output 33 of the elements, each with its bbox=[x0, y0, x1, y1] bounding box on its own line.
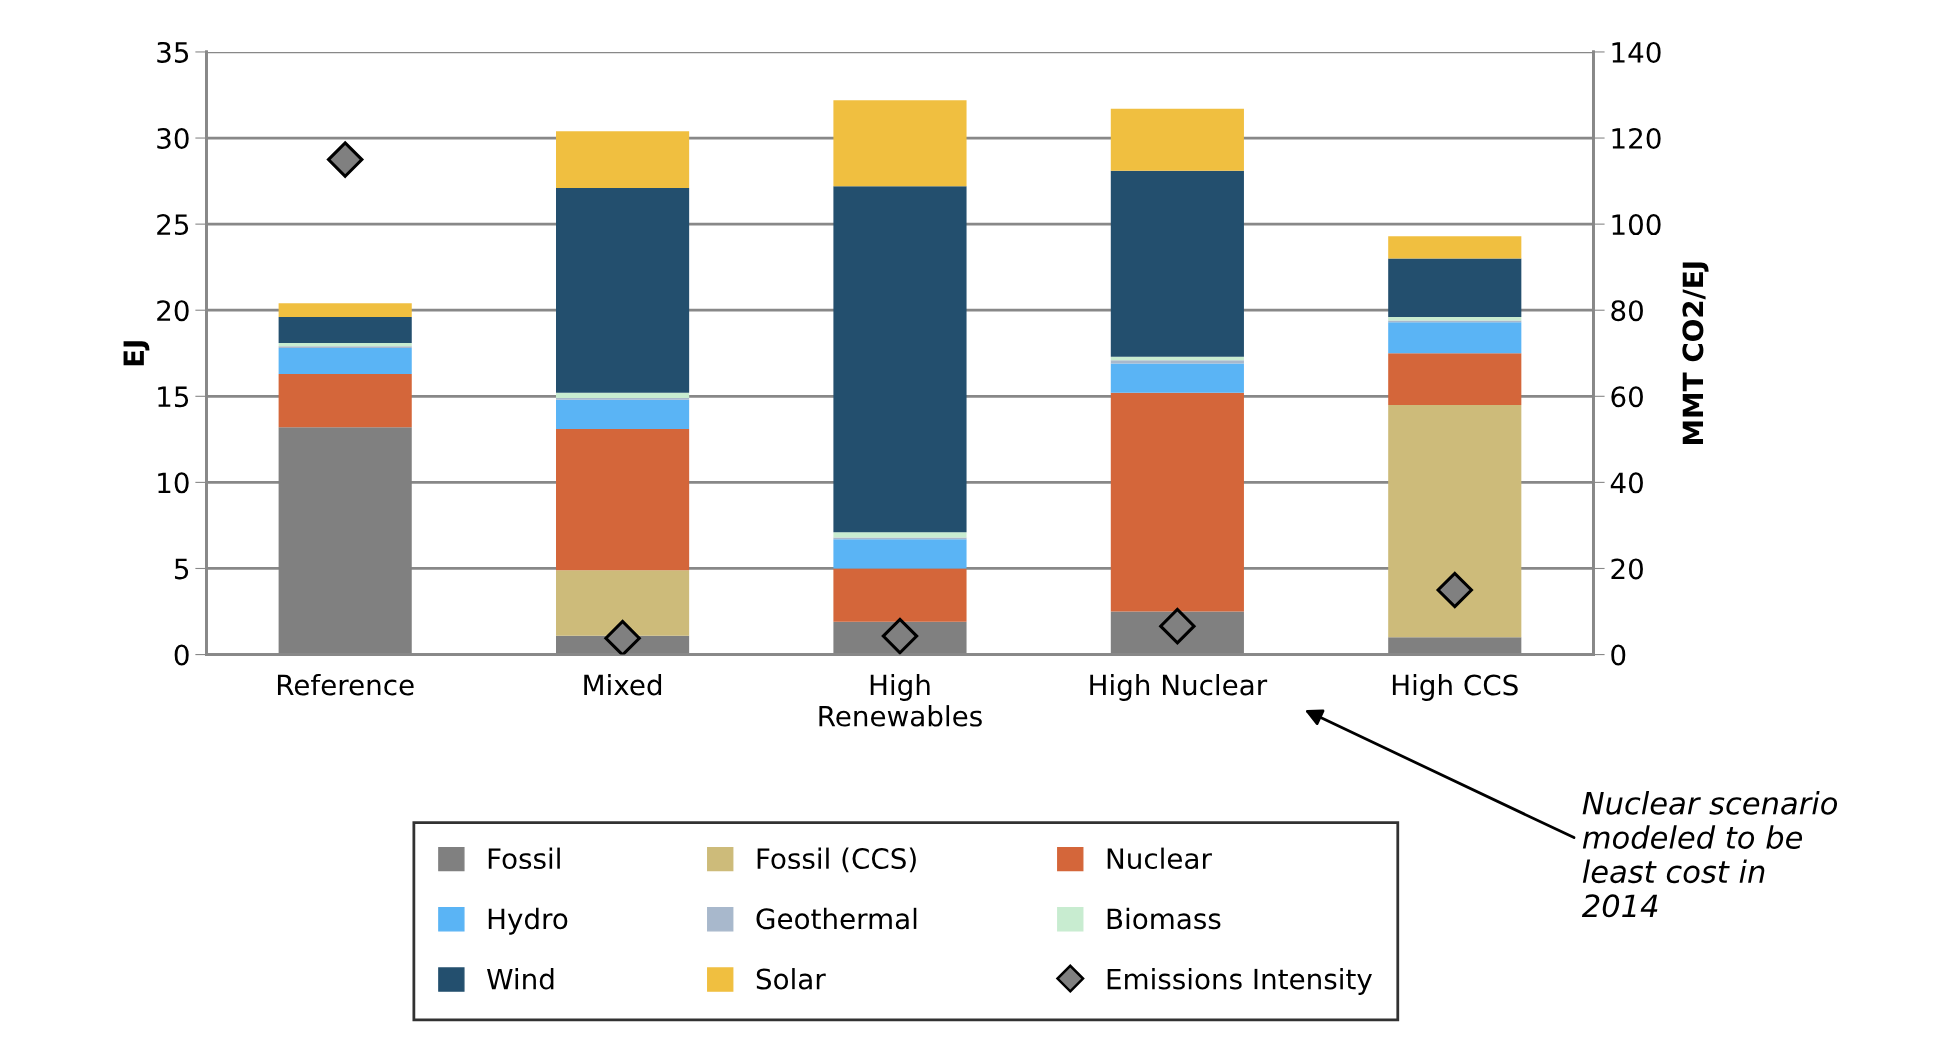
legend-label: Solar bbox=[756, 968, 826, 990]
legend-label: Geothermal bbox=[756, 907, 917, 930]
y2-tick-label: 100 bbox=[1612, 214, 1661, 236]
y2-tick-label: 20 bbox=[1611, 558, 1643, 580]
y-tick-label: 0 bbox=[174, 644, 189, 666]
legend-label: Hydro bbox=[488, 907, 568, 935]
y2-tick-label: 40 bbox=[1610, 472, 1643, 494]
y2-axis-title: MMT CO2/EJ bbox=[1682, 262, 1709, 445]
y2-tick-label: 140 bbox=[1612, 41, 1661, 63]
y2-tick-label: 0 bbox=[1611, 644, 1626, 666]
y2-tick-label: 80 bbox=[1611, 300, 1643, 322]
x-tick-label: High CCS bbox=[1392, 674, 1518, 701]
y2-tick-label: 120 bbox=[1612, 127, 1661, 149]
x-tick-label: Mixed bbox=[584, 674, 662, 696]
y-axis-title: EJ bbox=[123, 341, 150, 366]
y-tick-label: 30 bbox=[157, 127, 189, 149]
legend-label: Nuclear bbox=[1107, 847, 1212, 870]
legend-label: Emissions Intensity bbox=[1107, 968, 1372, 995]
legend-label: Fossil bbox=[488, 847, 560, 870]
x-tick-label: Reference bbox=[277, 674, 414, 696]
y2-tick-label: 60 bbox=[1611, 386, 1643, 408]
y-tick-label: 25 bbox=[157, 214, 189, 236]
y-tick-label: 15 bbox=[158, 386, 189, 408]
x-tick-label: High Renewables bbox=[819, 674, 982, 727]
legend-label: Biomass bbox=[1107, 907, 1221, 930]
y-tick-label: 35 bbox=[157, 41, 189, 63]
y-tick-label: 5 bbox=[174, 558, 189, 580]
text: Nuclear scenario modeled to be least cost in 2014 bbox=[1581, 791, 1838, 918]
legend-label: Fossil (CCS) bbox=[757, 847, 916, 873]
y-tick-label: 10 bbox=[158, 472, 189, 494]
legend-label: Wind bbox=[487, 968, 554, 990]
x-tick-label: High Nuclear bbox=[1090, 674, 1268, 701]
y-tick-label: 20 bbox=[157, 300, 189, 322]
